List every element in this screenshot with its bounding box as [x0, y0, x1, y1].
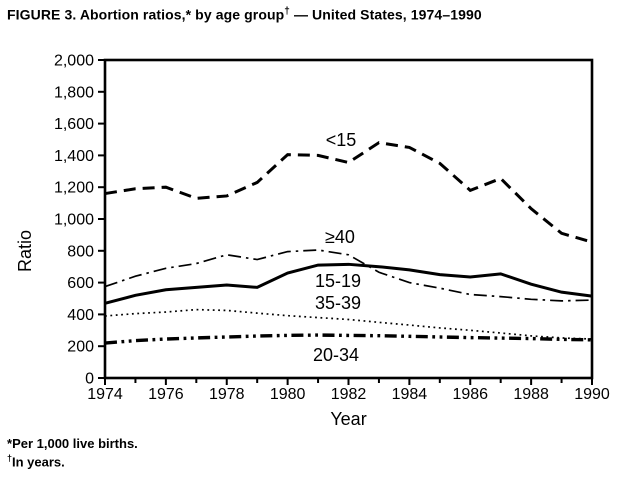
- footnote-dagger-text: In years.: [12, 454, 65, 470]
- x-axis-tick-label: 1978: [209, 386, 245, 403]
- series-label-15-19: 15-19: [315, 271, 361, 291]
- y-axis-tick-label: 400: [67, 307, 94, 324]
- series-line-20-34: [104, 333, 593, 345]
- y-axis-tick-label: 1,800: [54, 84, 94, 101]
- x-axis-tick-label: 1976: [148, 386, 184, 403]
- figure-title-rest: — United States, 1974–1990: [289, 6, 482, 23]
- y-axis-tick-label: 1,400: [54, 148, 94, 165]
- y-axis-tick-label: 1,200: [54, 180, 94, 197]
- series-label-<15: <15: [326, 130, 357, 150]
- y-axis-tick-label: 600: [67, 275, 94, 292]
- y-axis-tick-label: 0: [85, 371, 94, 388]
- x-axis-tick-label: 1974: [87, 386, 123, 403]
- footnote-asterisk-text: Per 1,000 live births.: [12, 436, 138, 451]
- footnotes: *Per 1,000 live births. †In years.: [7, 436, 138, 469]
- plot-border: [103, 58, 594, 380]
- series-line-<15: [104, 141, 593, 244]
- footnote-dagger-marker: †: [7, 453, 13, 463]
- figure-title-text: FIGURE 3. Abortion ratios,* by age group: [7, 6, 285, 23]
- series-label-35-39: 35-39: [315, 293, 361, 313]
- y-axis-tick-label: 1,600: [54, 116, 94, 133]
- series-line-15-19: [104, 262, 593, 305]
- y-axis-tick-label: 1,000: [54, 212, 94, 229]
- x-axis-tick-label: 1988: [513, 386, 549, 403]
- x-axis-tick-label: 1984: [392, 386, 428, 403]
- x-axis-title: Year: [330, 409, 367, 429]
- footnote-in-years: †In years.: [7, 451, 138, 469]
- figure-title: FIGURE 3. Abortion ratios,* by age group…: [7, 6, 607, 23]
- x-axis-tick-label: 1990: [574, 386, 610, 403]
- series-label-20-34: 20-34: [313, 345, 359, 365]
- y-axis-tick-label: 200: [67, 339, 94, 356]
- footnote-asterisk-marker: *: [7, 436, 13, 451]
- y-axis-tick-label: 2,000: [54, 53, 94, 70]
- x-axis-tick-label: 1982: [331, 386, 367, 403]
- x-axis-tick-label: 1986: [452, 386, 488, 403]
- footnote-per-1000: *Per 1,000 live births.: [7, 436, 138, 451]
- series-label->=40: ≥40: [325, 227, 355, 247]
- series-line-35-39: [104, 308, 593, 340]
- x-axis-tick-label: 1980: [270, 386, 306, 403]
- figure-title-dagger: †: [284, 6, 290, 17]
- y-axis-tick-label: 800: [67, 243, 94, 260]
- series-line->=40: [104, 249, 593, 302]
